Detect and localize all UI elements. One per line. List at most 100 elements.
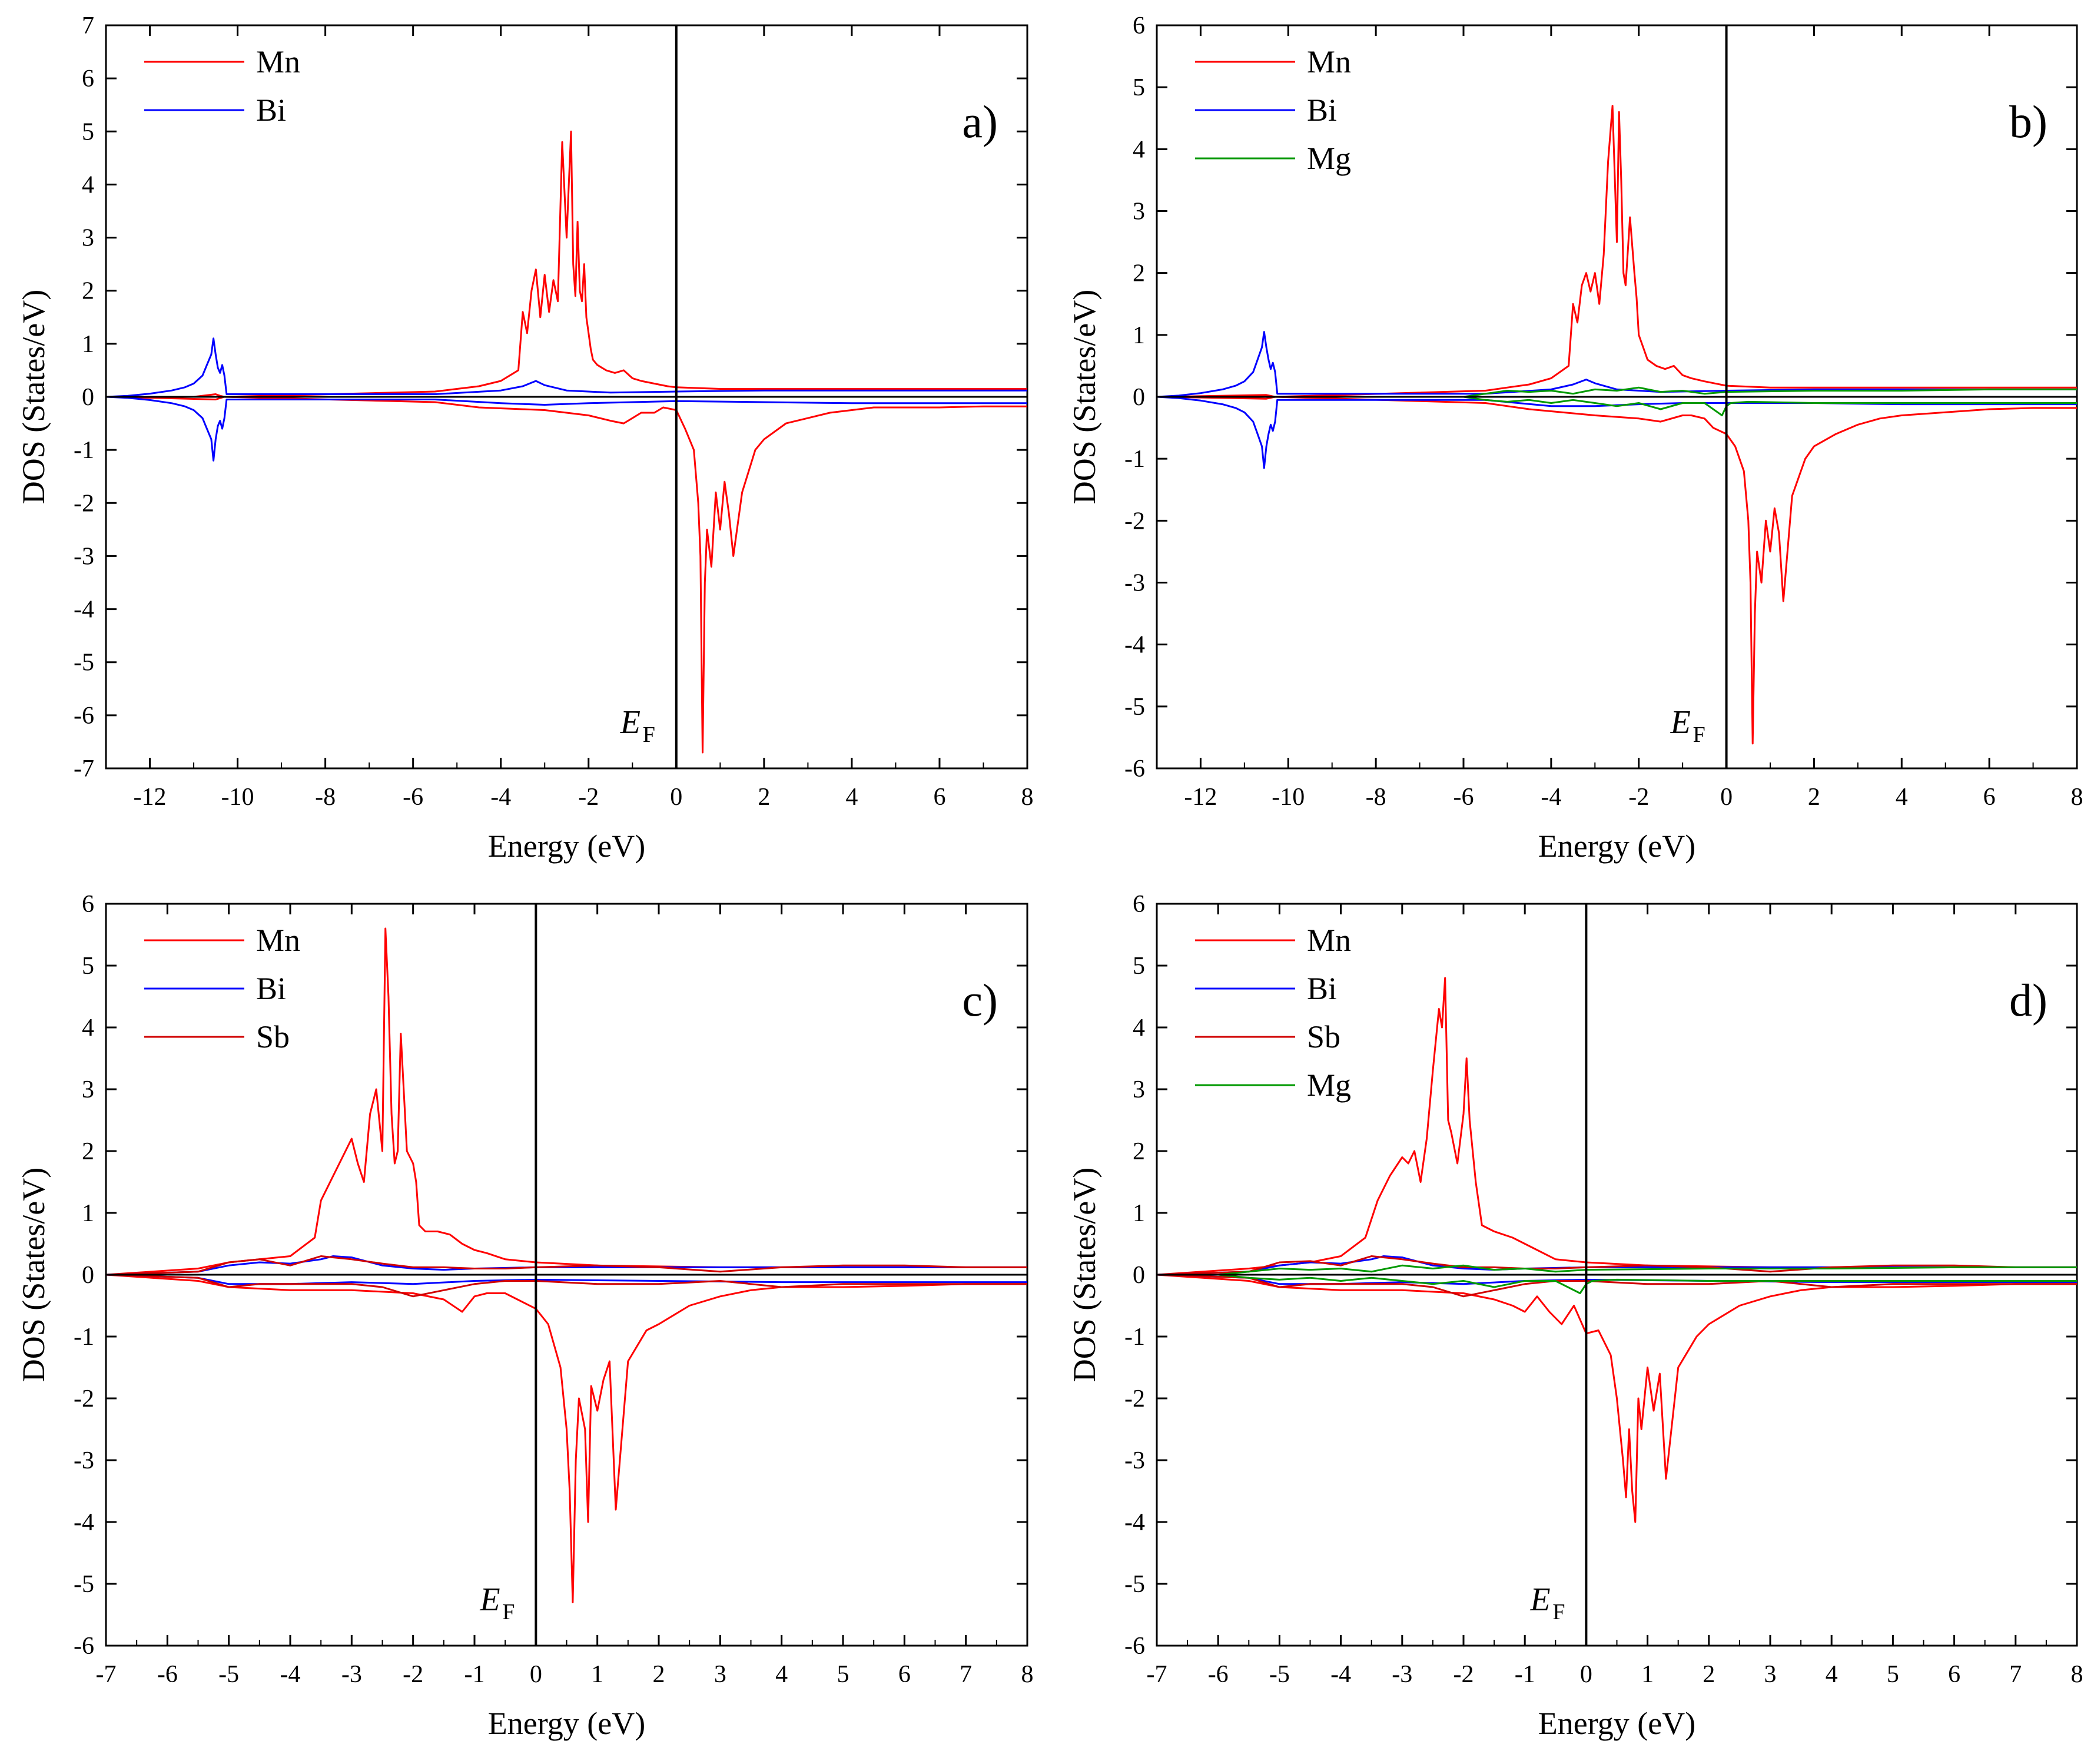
- x-tick-label: -5: [218, 1661, 239, 1688]
- x-tick-label: -10: [1272, 784, 1305, 811]
- y-tick-label: -7: [74, 755, 94, 782]
- y-tick-label: 2: [82, 1138, 94, 1165]
- legend-label-sb: Sb: [1307, 1019, 1340, 1055]
- y-tick-label: -2: [74, 490, 94, 517]
- x-tick-label: -4: [280, 1661, 301, 1688]
- series-mn-spin-up: [106, 927, 1027, 1276]
- x-tick-label: -5: [1269, 1661, 1290, 1688]
- y-tick-label: 6: [82, 891, 94, 918]
- y-tick-label: 0: [1133, 1262, 1145, 1289]
- series-bi-spin-down: [106, 1274, 1027, 1285]
- x-tick-label: -1: [1515, 1661, 1535, 1688]
- x-tick-label: 8: [2071, 784, 2083, 811]
- x-tick-label: 4: [845, 784, 858, 811]
- y-tick-label: 3: [82, 225, 94, 252]
- y-tick-label: -4: [1124, 632, 1145, 659]
- x-tick-label: 6: [1948, 1661, 1960, 1688]
- y-tick-label: -3: [1124, 1447, 1145, 1474]
- y-tick-label: 4: [1133, 1014, 1145, 1042]
- legend-label-bi: Bi: [1307, 92, 1337, 128]
- y-tick-label: 5: [1133, 953, 1145, 980]
- y-tick-label: -1: [1124, 1324, 1145, 1351]
- y-tick-label: -2: [1124, 508, 1145, 535]
- series-mn-spin-up: [1157, 977, 2077, 1276]
- x-tick-label: -3: [341, 1661, 362, 1688]
- y-tick-label: 2: [1133, 260, 1145, 287]
- panel-label: a): [962, 96, 998, 147]
- y-tick-label: -5: [1124, 1571, 1145, 1598]
- series-mn-spin-down: [1165, 396, 2077, 745]
- x-tick-label: -2: [578, 784, 599, 811]
- x-tick-label: 0: [530, 1661, 542, 1688]
- x-tick-label: 7: [960, 1661, 972, 1688]
- series-bi-spin-up: [106, 337, 1027, 398]
- legend-label-mg: Mg: [1307, 141, 1351, 176]
- x-tick-label: 1: [591, 1661, 603, 1688]
- series-group: [1157, 105, 2077, 745]
- y-tick-label: 4: [1133, 136, 1145, 163]
- y-tick-label: -6: [1124, 1633, 1145, 1660]
- series-bi-spin-up: [1157, 1255, 2077, 1276]
- panel-label: b): [2009, 96, 2047, 147]
- fermi-label-subscript: F: [502, 1600, 515, 1624]
- x-axis-title: Energy (eV): [1538, 1706, 1695, 1741]
- x-tick-label: 1: [1641, 1661, 1654, 1688]
- y-tick-label: -5: [74, 649, 94, 677]
- x-tick-label: -3: [1392, 1661, 1412, 1688]
- x-tick-label: 2: [758, 784, 770, 811]
- x-tick-label: -6: [157, 1661, 178, 1688]
- y-tick-label: 4: [82, 1014, 94, 1042]
- y-tick-label: -5: [1124, 694, 1145, 721]
- y-tick-label: 0: [1133, 384, 1145, 411]
- series-mg-spin-up: [1157, 386, 2077, 398]
- y-tick-label: 5: [82, 953, 94, 980]
- y-tick-label: -6: [74, 702, 94, 730]
- x-tick-label: 2: [1703, 1661, 1715, 1688]
- y-tick-label: 3: [1133, 198, 1145, 226]
- legend-label-mn: Mn: [256, 923, 300, 958]
- legend-label-mn: Mn: [1307, 923, 1351, 958]
- panel-b: -12 -10 -8 -6 -4 -2 0 2 4 6 8-6-5-4-3-2-10123456En…: [1067, 12, 2083, 864]
- x-tick-label: 7: [2009, 1661, 2022, 1688]
- series-bi-spin-down: [1157, 1274, 2077, 1285]
- x-tick-label: 6: [933, 784, 945, 811]
- panel-a: -12 -10 -8 -6 -4 -2 0 2 4 6 8-7-6-5-4-3-2-10123456…: [16, 12, 1034, 864]
- series-bi-spin-up: [1157, 331, 2077, 398]
- y-tick-label: -3: [74, 1447, 94, 1474]
- x-tick-label: -4: [490, 784, 511, 811]
- y-tick-label: 0: [82, 384, 94, 411]
- series-mn-spin-down: [1157, 1274, 2077, 1523]
- fermi-label-subscript: F: [643, 722, 655, 747]
- series-mn-spin-down: [106, 1274, 1027, 1603]
- fermi-label-subscript: F: [1552, 1600, 1565, 1624]
- x-tick-label: -6: [1453, 784, 1474, 811]
- y-axis-title: DOS (States/eV): [1067, 290, 1102, 504]
- x-tick-label: 3: [1764, 1661, 1777, 1688]
- x-tick-label: 4: [775, 1661, 788, 1688]
- legend-label-bi: Bi: [256, 971, 286, 1006]
- y-tick-label: 1: [1133, 322, 1145, 349]
- y-tick-label: -3: [1124, 570, 1145, 597]
- legend-label-bi: Bi: [256, 92, 286, 128]
- series-sb-spin-down: [106, 1274, 1027, 1298]
- y-tick-label: 2: [1133, 1138, 1145, 1165]
- x-tick-label: 8: [1021, 784, 1034, 811]
- series-mg-spin-down: [1157, 396, 2077, 416]
- x-tick-label: -2: [1453, 1661, 1474, 1688]
- y-tick-label: -1: [1124, 446, 1145, 473]
- legend-label-mn: Mn: [256, 44, 300, 79]
- x-tick-label: 3: [714, 1661, 726, 1688]
- y-tick-label: 5: [82, 118, 94, 145]
- fermi-label: E: [620, 704, 641, 741]
- y-tick-label: -1: [74, 1324, 94, 1351]
- series-mn-spin-up: [114, 130, 1027, 398]
- series-group: [106, 927, 1027, 1603]
- legend-label-bi: Bi: [1307, 971, 1337, 1006]
- y-tick-label: 3: [82, 1076, 94, 1103]
- y-tick-label: 3: [1133, 1076, 1145, 1103]
- y-tick-label: 7: [82, 12, 94, 39]
- x-tick-label: 5: [837, 1661, 849, 1688]
- y-tick-label: -2: [74, 1385, 94, 1412]
- x-tick-label: 0: [1720, 784, 1733, 811]
